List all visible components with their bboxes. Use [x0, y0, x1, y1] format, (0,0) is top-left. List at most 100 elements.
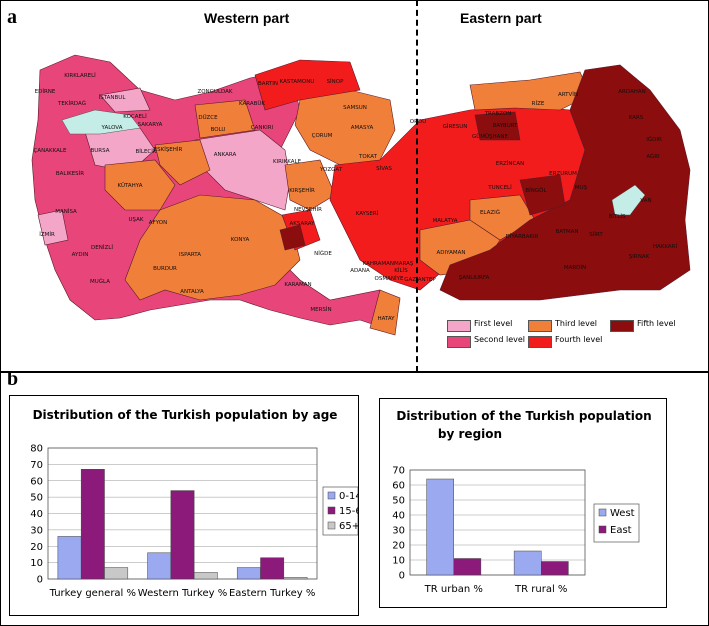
province-label: MUĞLA: [90, 279, 110, 285]
province-label: TEKİRDAĞ: [58, 101, 86, 107]
province-label: BAYBURT: [492, 123, 518, 129]
province-label: ADIYAMAN: [436, 250, 466, 256]
legend-entry: West: [610, 508, 635, 519]
panel-b-letter: b: [7, 368, 19, 390]
y-tick-label: 10: [30, 558, 43, 569]
province-label: MANİSA: [55, 209, 77, 215]
legend-label: Fifth level: [637, 319, 676, 328]
province-label: GÜMÜŞHANE: [471, 134, 509, 140]
legend-label: Third level: [555, 319, 597, 328]
province-label: KAHRAMANMARAŞ: [362, 261, 414, 267]
province-label: KÜTAHYA: [117, 183, 143, 189]
province-label: EDİRNE: [34, 89, 56, 95]
province-label: IĞDIR: [646, 137, 662, 143]
legend-swatch: [327, 521, 336, 530]
map-region-bingol: [519, 174, 566, 216]
province-label: KARAMAN: [284, 282, 312, 288]
province-label: HATAY: [377, 316, 395, 322]
bar: [426, 478, 454, 576]
province-label: BİLECİK: [135, 149, 157, 155]
legend-label: Fourth level: [555, 335, 603, 344]
panel-a-letter: a: [7, 6, 17, 28]
bar: [513, 550, 542, 576]
province-label: ISPARTA: [179, 252, 201, 258]
legend-swatch: [447, 336, 471, 348]
region-chart-title-line2: by region: [437, 427, 503, 441]
province-label: ERZURUM: [549, 171, 577, 177]
province-label: ANTALYA: [180, 289, 204, 295]
bar: [57, 536, 82, 580]
legend-swatch: [327, 506, 336, 515]
y-tick-label: 20: [30, 542, 43, 553]
province-label: BİNGÖL: [525, 188, 547, 194]
legend-swatch: [598, 525, 607, 534]
province-label: ORDU: [409, 119, 427, 125]
bar: [193, 572, 218, 580]
province-label: ERZİNCAN: [495, 161, 525, 167]
age-chart: 0 10 20 30 40 50 60 70 80 Turkey general % Western…: [30, 444, 358, 599]
age-chart-title: Distribution of the Turkish population b…: [32, 408, 338, 422]
map-region-kirsehir: [284, 159, 336, 211]
province-label: GİRESUN: [442, 124, 468, 130]
y-tick-label: 40: [392, 511, 405, 522]
province-label: ŞIRNAK: [628, 254, 650, 260]
y-tick-label: 80: [30, 444, 43, 455]
legend-entry: 0-14: [339, 491, 358, 502]
province-label: AFYON: [148, 220, 168, 226]
map-region-aksaray-dark: [279, 224, 306, 251]
legend-label: Second level: [474, 335, 526, 344]
y-tick-label: 70: [30, 460, 43, 471]
x-category-label: TR rural %: [514, 584, 567, 595]
x-category-label: Turkey general %: [49, 588, 136, 599]
province-label: MUŞ: [574, 185, 588, 191]
legend-entry: 15-64: [339, 506, 358, 517]
province-label: AKSARAY: [289, 221, 315, 227]
map-region-bolu: [194, 99, 256, 139]
province-label: TOKAT: [359, 154, 377, 160]
province-label: KIRKLARELİ: [64, 73, 96, 79]
y-tick-label: 60: [30, 476, 43, 487]
province-label: OSMANİYE: [374, 276, 404, 282]
province-label: BARTIN: [257, 81, 279, 87]
province-label: TUNCELİ: [488, 185, 512, 191]
bar: [260, 557, 285, 580]
province-label: TRABZON: [484, 111, 512, 117]
map-region-hatay: [369, 289, 401, 336]
province-label: ÇANKIRI: [250, 125, 274, 131]
y-tick-label: 60: [392, 481, 405, 492]
map-region-eskisehir: [154, 139, 211, 186]
province-label: SİİRT: [589, 232, 603, 238]
province-label: NİĞDE: [314, 251, 332, 257]
map-region-istanbul: [99, 87, 151, 113]
province-label: KIRŞEHİR: [289, 188, 315, 194]
province-label: SİVAS: [376, 166, 392, 172]
province-label: YOZGAT: [319, 167, 343, 173]
x-category-label: TR urban %: [424, 584, 483, 595]
province-label: BATMAN: [555, 229, 579, 235]
province-label: İSTANBUL: [98, 95, 126, 101]
y-tick-label: 40: [30, 509, 43, 520]
bar: [453, 558, 482, 576]
legend-swatch: [610, 320, 634, 332]
marmara-sea: [61, 109, 141, 135]
bar: [170, 490, 195, 580]
map-region-gumushane: [474, 111, 521, 141]
province-label: MARDİN: [563, 265, 587, 271]
province-label: AĞRI: [646, 154, 660, 160]
province-label: UŞAK: [128, 217, 144, 223]
province-label: ELAZIĞ: [479, 210, 501, 216]
province-label: İZMİR: [39, 232, 55, 238]
x-category-label: Eastern Turkey %: [229, 588, 315, 599]
y-tick-label: 20: [392, 541, 405, 552]
y-tick-label: 30: [30, 525, 43, 536]
map-region-north-east: [254, 59, 361, 111]
province-label: ARTVİN: [557, 92, 579, 98]
y-tick-label: 50: [392, 496, 405, 507]
lake-van: [611, 184, 646, 216]
province-label: KONYA: [230, 237, 250, 243]
province-label: BOLU: [210, 127, 226, 133]
legend-swatch: [447, 320, 471, 332]
province-label: VAN: [640, 198, 652, 204]
province-label: ESKİŞEHİR: [153, 147, 183, 153]
province-label: DENİZLİ: [91, 245, 113, 251]
